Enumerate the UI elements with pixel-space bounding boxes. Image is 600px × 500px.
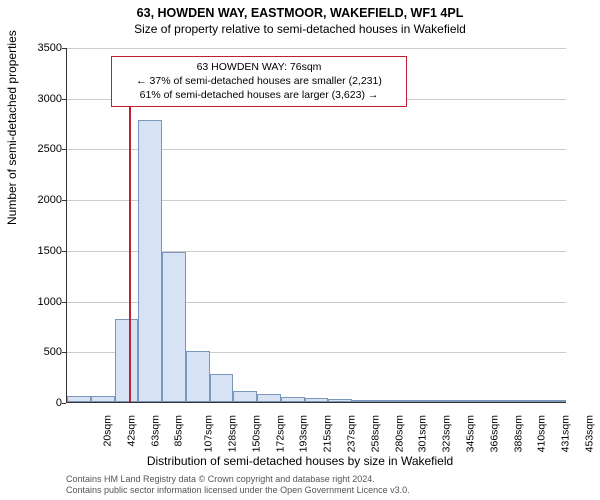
ytick-mark xyxy=(62,48,66,49)
xtick-label: 280sqm xyxy=(393,415,405,452)
xtick-label: 301sqm xyxy=(417,415,429,452)
histogram-bar xyxy=(423,400,447,402)
subject-marker-line xyxy=(129,98,131,402)
ytick-mark xyxy=(62,200,66,201)
annotation-line: 61% of semi-detached houses are larger (… xyxy=(118,88,400,102)
histogram-bar xyxy=(400,400,424,402)
ytick-mark xyxy=(62,352,66,353)
xtick-label: 431sqm xyxy=(560,415,572,452)
histogram-bar xyxy=(495,400,519,402)
histogram-bar xyxy=(91,396,115,402)
ytick-label: 2500 xyxy=(38,143,62,155)
y-axis-label: Number of semi-detached properties xyxy=(5,30,19,225)
xtick-label: 193sqm xyxy=(298,415,310,452)
chart-title-block: 63, HOWDEN WAY, EASTMOOR, WAKEFIELD, WF1… xyxy=(0,0,600,36)
ytick-label: 1000 xyxy=(38,296,62,308)
ytick-mark xyxy=(62,149,66,150)
xtick-label: 345sqm xyxy=(464,415,476,452)
histogram-bar xyxy=(186,351,210,402)
annotation-box: 63 HOWDEN WAY: 76sqm← 37% of semi-detach… xyxy=(111,56,407,107)
annotation-line: ← 37% of semi-detached houses are smalle… xyxy=(118,74,400,88)
xtick-label: 42sqm xyxy=(125,415,137,447)
histogram-bar xyxy=(162,252,186,402)
histogram-bar xyxy=(138,120,162,402)
histogram-bar xyxy=(542,400,566,402)
histogram-bar xyxy=(352,400,376,402)
xtick-label: 237sqm xyxy=(345,415,357,452)
xtick-label: 20sqm xyxy=(101,415,113,447)
xtick-label: 410sqm xyxy=(536,415,548,452)
ytick-label: 500 xyxy=(44,346,62,358)
footer-attribution: Contains HM Land Registry data © Crown c… xyxy=(66,474,410,497)
ytick-label: 3500 xyxy=(38,42,62,54)
xtick-label: 63sqm xyxy=(149,415,161,447)
annotation-line: 63 HOWDEN WAY: 76sqm xyxy=(118,60,400,74)
xtick-label: 85sqm xyxy=(173,415,185,447)
xtick-label: 388sqm xyxy=(512,415,524,452)
histogram-bar xyxy=(305,398,329,402)
ytick-label: 1500 xyxy=(38,245,62,257)
histogram-bar xyxy=(257,394,281,402)
xtick-label: 107sqm xyxy=(203,415,215,452)
histogram-bar xyxy=(233,391,257,402)
histogram-bar xyxy=(447,400,471,402)
xtick-label: 128sqm xyxy=(226,415,238,452)
xtick-label: 258sqm xyxy=(369,415,381,452)
xtick-label: 453sqm xyxy=(583,415,595,452)
xtick-label: 172sqm xyxy=(274,415,286,452)
ytick-mark xyxy=(62,99,66,100)
title-line2: Size of property relative to semi-detach… xyxy=(0,22,600,36)
histogram-bar xyxy=(376,400,400,402)
histogram-bar xyxy=(281,397,305,402)
ytick-label: 3000 xyxy=(38,93,62,105)
x-axis-label: Distribution of semi-detached houses by … xyxy=(0,454,600,468)
ytick-mark xyxy=(62,251,66,252)
histogram-bar xyxy=(519,400,543,402)
ytick-mark xyxy=(62,403,66,404)
xtick-label: 323sqm xyxy=(441,415,453,452)
xtick-label: 366sqm xyxy=(488,415,500,452)
histogram-bar xyxy=(67,396,91,402)
plot-area: 63 HOWDEN WAY: 76sqm← 37% of semi-detach… xyxy=(66,48,566,403)
ytick-label: 2000 xyxy=(38,194,62,206)
footer-line2: Contains public sector information licen… xyxy=(66,485,410,496)
histogram-bar xyxy=(210,374,234,402)
xtick-label: 215sqm xyxy=(322,415,334,452)
histogram-bar xyxy=(471,400,495,402)
xtick-label: 150sqm xyxy=(250,415,262,452)
ytick-mark xyxy=(62,302,66,303)
histogram-bar xyxy=(115,319,139,402)
title-line1: 63, HOWDEN WAY, EASTMOOR, WAKEFIELD, WF1… xyxy=(0,6,600,20)
histogram-bar xyxy=(328,399,352,402)
footer-line1: Contains HM Land Registry data © Crown c… xyxy=(66,474,410,485)
